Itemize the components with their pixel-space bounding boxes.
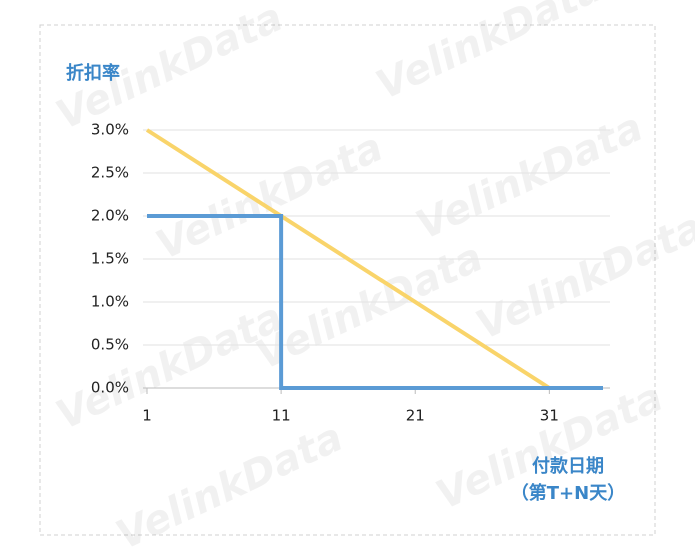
y-tick-label: 0.5% xyxy=(91,336,129,354)
y-tick-label: 3.0% xyxy=(91,121,129,139)
y-tick-label: 0.0% xyxy=(91,379,129,397)
watermark: VelinkData xyxy=(469,204,695,349)
x-tick-label: 1 xyxy=(142,407,152,425)
y-tick-label: 1.5% xyxy=(91,250,129,268)
line xyxy=(147,214,603,390)
x-axis-label: （第T+N天） xyxy=(511,482,625,504)
x-axis-label: 付款日期 xyxy=(532,455,604,477)
frame xyxy=(39,24,656,536)
watermark: VelinkData xyxy=(249,234,490,379)
watermark: VelinkData xyxy=(369,0,610,109)
y-tick-label: 1.0% xyxy=(91,293,129,311)
y-tick-label: 2.5% xyxy=(91,164,129,182)
y-axis-label: 折扣率 xyxy=(66,62,120,84)
x-tick-label: 31 xyxy=(540,407,559,425)
x-tick-label: 11 xyxy=(272,407,291,425)
watermark: VelinkData xyxy=(49,294,290,439)
watermark: VelinkData xyxy=(409,104,650,249)
y-tick-label: 2.0% xyxy=(91,207,129,225)
x-tick-label: 21 xyxy=(406,407,425,425)
watermark: VelinkData xyxy=(149,124,390,269)
watermark: VelinkData xyxy=(109,414,350,549)
